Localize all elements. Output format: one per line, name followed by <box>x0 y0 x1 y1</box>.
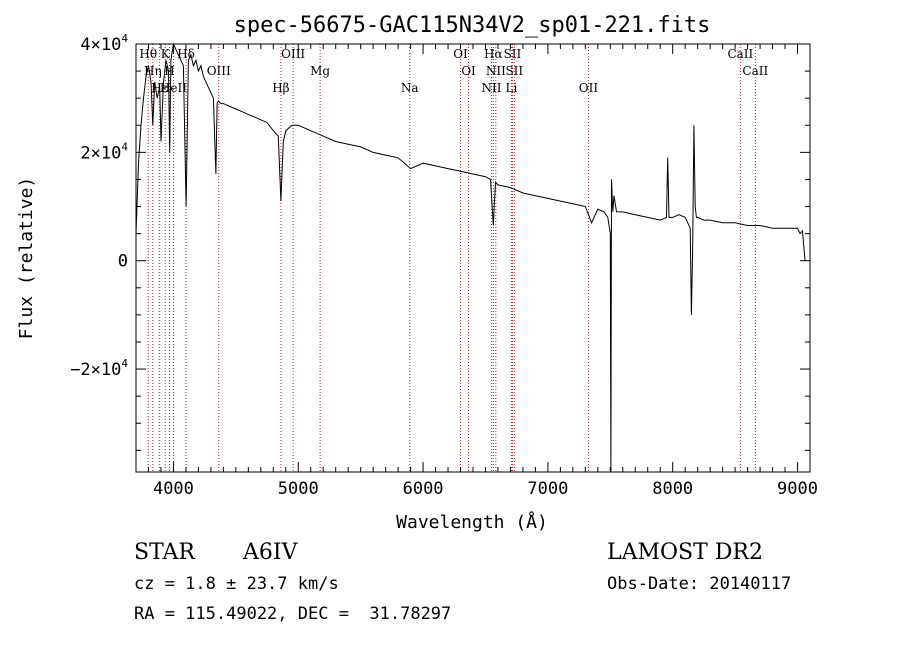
line-label-21: CaII <box>727 47 753 61</box>
line-label-20: OII <box>579 81 599 95</box>
y-tick-label-1: 2×104 <box>80 140 128 163</box>
y-tick-label-0: 4×104 <box>80 32 128 55</box>
x-tick-label-2: 6000 <box>403 479 444 499</box>
line-label-1: Hη <box>144 64 162 78</box>
object-class: STAR <box>134 540 195 565</box>
spectral-line-labels: HθHηHεKHHeIIHδOIIIHβOIIIMgNaOIOINIIHαNII… <box>139 47 768 95</box>
line-label-13: OI <box>461 64 476 78</box>
survey-name: LAMOST DR2 <box>607 540 763 565</box>
line-label-22: CaII <box>742 64 768 78</box>
line-label-19: SII <box>505 64 523 78</box>
line-label-12: OI <box>453 47 468 61</box>
line-label-7: OIII <box>207 64 231 78</box>
ra-dec: RA = 115.49022, DEC = 31.78297 <box>134 604 452 624</box>
y-axis-ticks: 4×104 2×104 0 −2×104 <box>70 32 810 451</box>
spectrum-series <box>135 42 806 473</box>
line-label-9: OIII <box>281 47 305 61</box>
line-label-16: NII <box>486 64 506 78</box>
line-label-8: Hβ <box>272 81 289 95</box>
chart-title: spec-56675-GAC115N34V2_sp01-221.fits <box>234 13 711 38</box>
y-axis-label: Flux (relative) <box>16 177 37 340</box>
observation-date: Obs-Date: 20140117 <box>607 574 792 594</box>
line-label-15: Hα <box>484 47 503 61</box>
x-tick-label-0: 4000 <box>153 479 194 499</box>
line-label-14: NII <box>481 81 501 95</box>
line-label-18: SII <box>504 47 522 61</box>
x-tick-label-5: 9000 <box>777 479 818 499</box>
x-axis-ticks: 4000 5000 6000 7000 8000 9000 <box>147 44 818 499</box>
y-tick-label-2: 0 <box>118 252 128 272</box>
x-tick-label-1: 5000 <box>278 479 319 499</box>
line-label-3: K <box>161 47 171 61</box>
x-axis-label: Wavelength (Å) <box>396 511 548 533</box>
line-label-17: Li <box>506 81 518 95</box>
line-label-0: Hθ <box>139 47 157 61</box>
line-label-10: Mg <box>310 64 330 78</box>
object-subclass: A6IV <box>243 540 298 565</box>
spectral-line-markers <box>147 44 756 472</box>
y-tick-label-3: −2×104 <box>70 357 128 380</box>
line-label-4: H <box>164 64 174 78</box>
x-tick-label-3: 7000 <box>527 479 568 499</box>
spectrum-chart: spec-56675-GAC115N34V2_sp01-221.fits Hθ H… <box>16 13 818 533</box>
redshift-cz: cz = 1.8 ± 23.7 km/s <box>134 574 339 594</box>
plot-frame <box>135 43 811 473</box>
line-label-11: Na <box>401 81 419 95</box>
line-label-5: HeII <box>160 81 187 95</box>
line-label-6: Hδ <box>177 47 195 61</box>
x-tick-label-4: 8000 <box>652 479 693 499</box>
